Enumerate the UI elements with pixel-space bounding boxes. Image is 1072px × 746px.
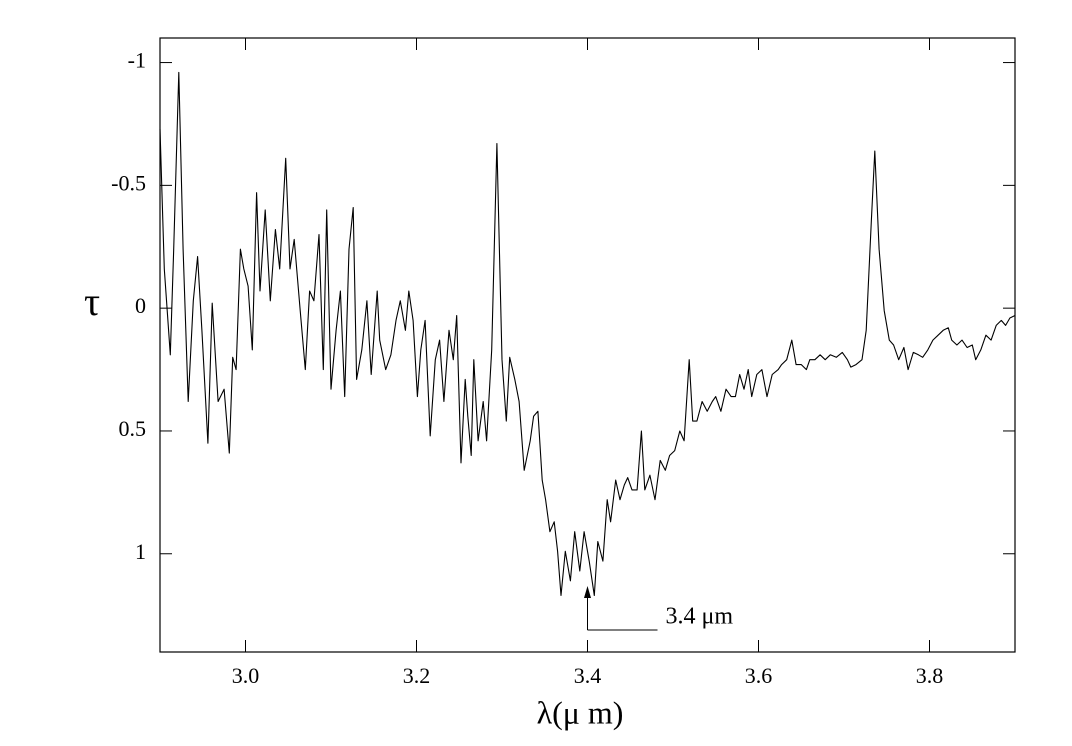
y-axis-label: τ <box>84 279 100 324</box>
spectrum-line <box>159 71 1016 597</box>
x-tick-label: 3.8 <box>916 663 944 688</box>
y-tick-label: -1 <box>128 48 146 73</box>
x-axis-label: λ(μ m) <box>537 694 624 730</box>
x-tick-label: 3.2 <box>403 663 431 688</box>
x-tick-label: 3.6 <box>745 663 773 688</box>
y-tick-label: 1 <box>135 539 146 564</box>
x-tick-label: 3.4 <box>574 663 602 688</box>
annotation-text: 3.4 μm <box>666 604 734 630</box>
plot-frame <box>159 37 1016 653</box>
y-tick-label: -0.5 <box>111 170 146 195</box>
annotation-arrowhead <box>584 586 591 598</box>
y-tick-label: 0 <box>135 293 146 318</box>
y-tick-label: 0.5 <box>119 416 147 441</box>
x-tick-label: 3.0 <box>232 663 260 688</box>
